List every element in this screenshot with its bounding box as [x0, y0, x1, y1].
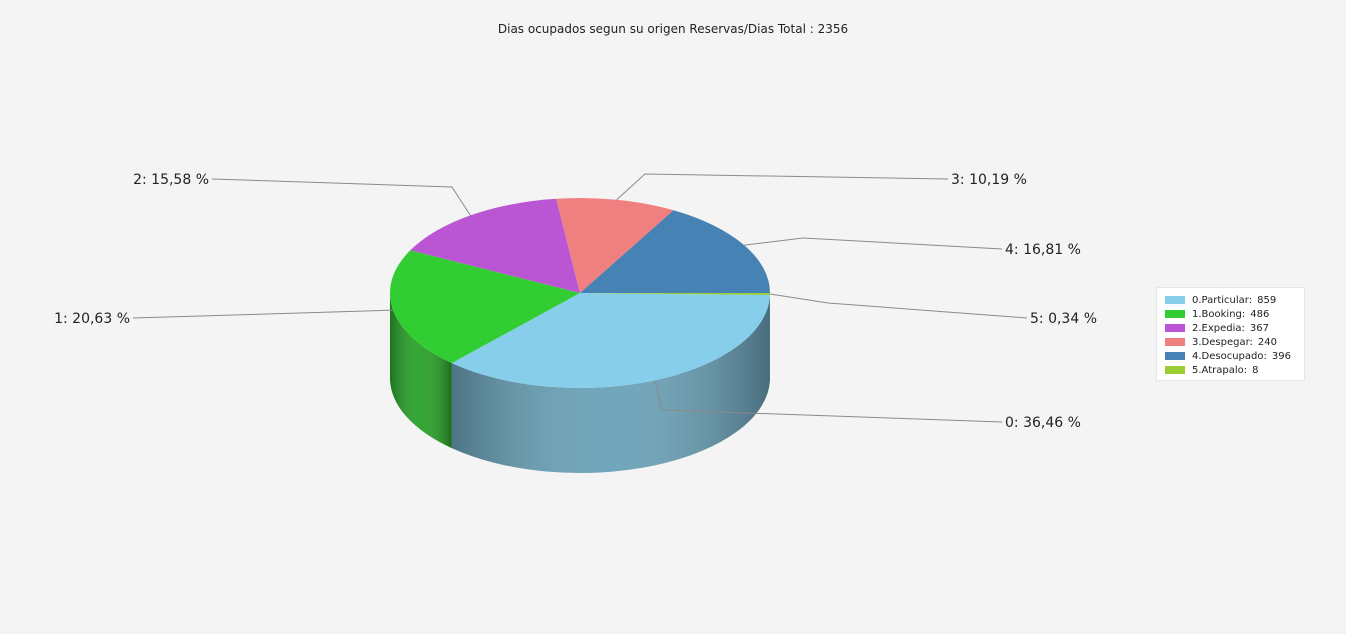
legend-label: 4.Desocupado:: [1192, 350, 1267, 362]
legend-swatch: [1165, 352, 1185, 360]
slice-label-3: 3: 10,19 %: [951, 172, 1027, 188]
leader-line-5: [769, 293, 1028, 319]
legend-value: 240: [1257, 336, 1277, 348]
legend-swatch: [1165, 324, 1185, 332]
slice-1[interactable]: [389, 250, 580, 364]
legend-label: 5.Atrapalo:: [1192, 364, 1248, 376]
legend-label: 3.Despegar:: [1192, 336, 1253, 348]
leader-lines: [132, 173, 1028, 423]
legend-swatch: [1165, 296, 1185, 304]
slice-3[interactable]: [556, 198, 674, 293]
legend-swatch: [1165, 338, 1185, 346]
legend: 0.Particular: 859 1.Booking: 486 2.Expedia: 3…: [1156, 287, 1305, 381]
slice-5[interactable]: [580, 292, 771, 295]
legend-swatch: [1165, 310, 1185, 318]
leader-line-1: [132, 309, 394, 319]
slice-0[interactable]: [451, 293, 770, 389]
slice-2[interactable]: [410, 198, 580, 293]
slice-side-shade-0: [451, 294, 770, 474]
slice-label-1: 1: 20,63 %: [54, 311, 130, 327]
legend-value: 8: [1252, 364, 1259, 376]
leader-line-2: [211, 178, 471, 216]
legend-value: 859: [1257, 294, 1277, 306]
leader-line-0: [654, 380, 1003, 423]
slice-label-2: 2: 15,58 %: [133, 172, 209, 188]
slice-label-4: 4: 16,81 %: [1005, 242, 1081, 258]
slice-side-shade-1: [390, 293, 452, 449]
legend-item-0: 0.Particular: 859: [1165, 293, 1304, 307]
slice-label-0: 0: 36,46 %: [1005, 415, 1081, 431]
pie-group: [389, 198, 771, 474]
legend-item-3: 3.Despegar: 240: [1165, 335, 1304, 349]
chart-title: Dias ocupados segun su origen Reservas/D…: [498, 22, 848, 36]
legend-swatch: [1165, 366, 1185, 374]
legend-label: 1.Booking:: [1192, 308, 1246, 320]
slice-4[interactable]: [580, 210, 770, 293]
leader-line-4: [744, 237, 1003, 250]
slice-labels: 0: 36,46 % 1: 20,63 % 2: 15,58 % 3: 10,19 %…: [54, 172, 1097, 431]
legend-item-5: 5.Atrapalo: 8: [1165, 363, 1304, 377]
legend-value: 367: [1249, 322, 1269, 334]
legend-value: 396: [1271, 350, 1291, 362]
legend-label: 2.Expedia:: [1192, 322, 1245, 334]
legend-item-2: 2.Expedia: 367: [1165, 321, 1304, 335]
legend-item-4: 4.Desocupado: 396: [1165, 349, 1304, 363]
legend-item-1: 1.Booking: 486: [1165, 307, 1304, 321]
legend-label: 0.Particular:: [1192, 294, 1253, 306]
leader-line-3: [616, 173, 949, 201]
legend-value: 486: [1250, 308, 1270, 320]
slice-label-5: 5: 0,34 %: [1030, 311, 1097, 327]
